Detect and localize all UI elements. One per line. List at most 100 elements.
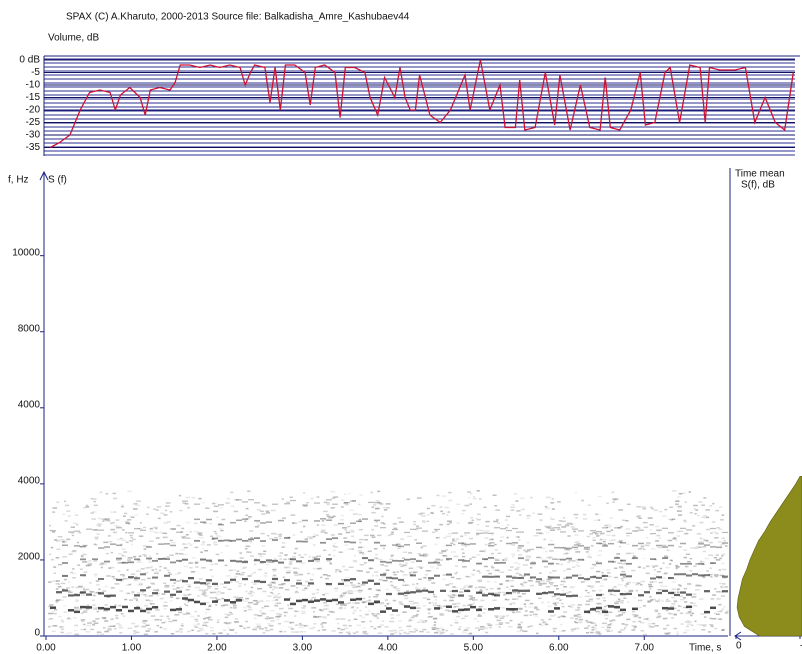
speck <box>145 599 150 602</box>
speck <box>353 618 358 621</box>
speck <box>420 546 424 549</box>
speck <box>465 627 471 629</box>
speck <box>690 624 694 627</box>
speck <box>693 565 697 567</box>
speck <box>187 585 191 588</box>
speck <box>371 613 375 615</box>
speck <box>552 630 556 633</box>
speck <box>492 494 497 497</box>
speck <box>150 582 155 585</box>
speck <box>390 584 394 587</box>
speck <box>132 632 136 635</box>
speck <box>72 568 75 570</box>
speck <box>146 506 150 509</box>
speck <box>203 589 209 591</box>
harmonic <box>572 528 578 530</box>
speck <box>189 615 195 618</box>
speck <box>216 593 221 596</box>
speck <box>201 542 205 545</box>
harmonic <box>320 598 326 601</box>
speck <box>351 500 356 502</box>
speck <box>520 621 523 624</box>
speck <box>296 624 301 626</box>
speck <box>271 592 275 595</box>
speck <box>567 605 572 608</box>
speck <box>59 626 64 628</box>
speck <box>92 599 95 601</box>
speck <box>661 600 664 603</box>
speck <box>198 589 203 591</box>
speck <box>399 570 403 572</box>
speck <box>430 511 434 514</box>
harmonic <box>80 591 86 594</box>
harmonic <box>650 577 656 580</box>
speck <box>173 582 176 584</box>
speck <box>182 593 186 596</box>
speck <box>715 613 720 616</box>
speck <box>438 607 443 609</box>
speck <box>574 621 577 623</box>
harmonic <box>458 608 464 612</box>
harmonic <box>392 544 398 546</box>
harmonic <box>512 589 518 592</box>
speck <box>631 613 637 616</box>
speck <box>102 563 108 565</box>
speck <box>153 531 159 534</box>
speck <box>402 580 406 583</box>
speck <box>458 628 461 630</box>
speck <box>311 573 315 576</box>
speck <box>417 621 421 624</box>
speck <box>352 612 355 614</box>
speck <box>525 559 530 561</box>
harmonic <box>398 545 404 548</box>
speck <box>358 503 361 506</box>
speck <box>479 588 483 591</box>
harmonic <box>488 575 494 578</box>
harmonic <box>152 606 158 609</box>
speck <box>659 585 665 587</box>
harmonic <box>596 562 602 565</box>
speck <box>676 566 680 568</box>
speck <box>371 574 374 577</box>
speck <box>521 575 526 577</box>
harmonic <box>104 607 110 611</box>
speck <box>296 579 302 582</box>
harmonic <box>356 520 362 523</box>
speck <box>463 586 466 589</box>
harmonic <box>116 578 122 581</box>
speck <box>337 533 343 535</box>
speck <box>435 558 440 561</box>
harmonic <box>434 528 440 531</box>
speck <box>238 597 244 599</box>
speck <box>103 627 106 629</box>
harmonic <box>290 499 296 502</box>
speck <box>383 572 387 575</box>
speck <box>139 607 143 610</box>
harmonic <box>608 560 614 563</box>
speck <box>445 609 450 612</box>
speck <box>535 609 540 611</box>
y-axis-label: f, Hz <box>8 175 29 186</box>
speck <box>664 555 668 557</box>
speck <box>216 598 221 601</box>
speck <box>573 513 579 516</box>
speck <box>200 629 205 631</box>
speck <box>382 579 388 582</box>
speck <box>141 621 147 623</box>
speck <box>468 585 473 587</box>
harmonic <box>482 558 488 560</box>
speck <box>711 617 717 620</box>
speck <box>223 622 228 624</box>
speck <box>342 624 347 627</box>
harmonic <box>668 532 674 534</box>
speck <box>202 592 207 594</box>
speck <box>54 608 58 611</box>
harmonic <box>596 606 602 610</box>
speck <box>289 496 293 499</box>
speck <box>136 592 141 594</box>
harmonic <box>260 540 266 542</box>
speck <box>526 557 532 559</box>
speck <box>456 602 461 605</box>
speck <box>178 494 182 497</box>
speck <box>313 534 317 536</box>
